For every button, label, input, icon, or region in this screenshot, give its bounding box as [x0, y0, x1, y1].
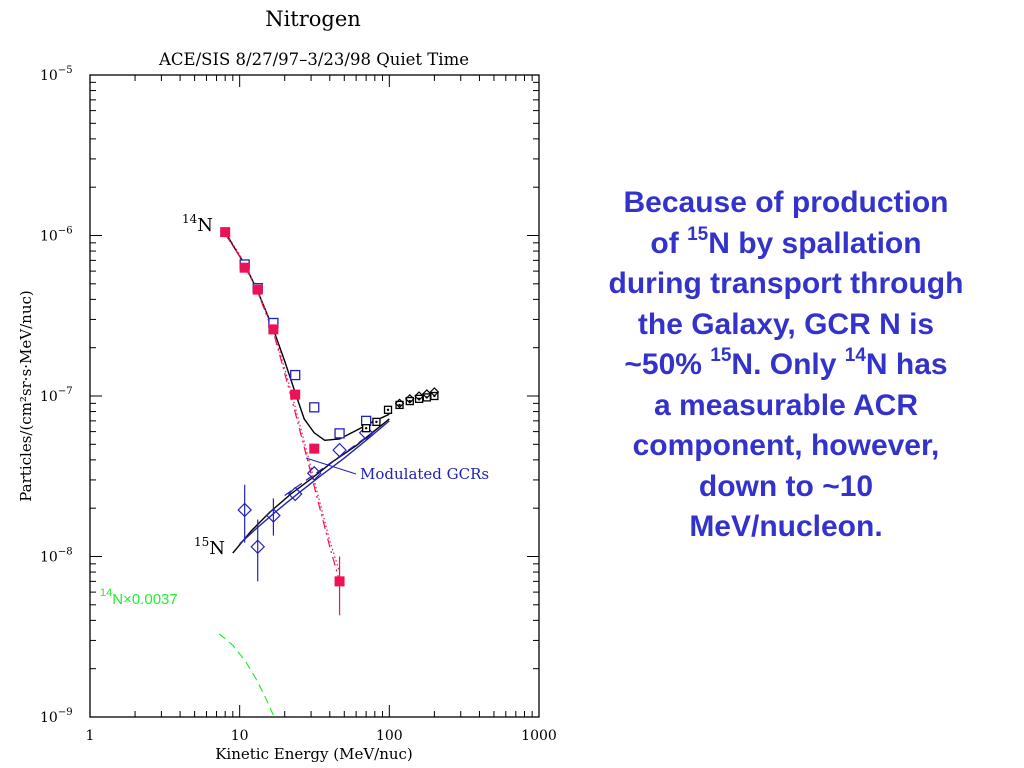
caption-l5-pre: ~50% — [624, 348, 711, 381]
caption-l2-sup: 15 — [687, 223, 709, 245]
n14-label: 14N — [182, 212, 213, 236]
caption-line-6: a measurable ACR — [654, 388, 918, 422]
filled-square-marker — [309, 443, 320, 454]
n14-element: N — [197, 215, 213, 236]
open-diamond-marker — [404, 393, 415, 404]
chart-title: Nitrogen — [265, 7, 361, 31]
open-diamond-marker — [287, 486, 303, 502]
caption-l2-pre: of — [650, 226, 688, 260]
y-axis-label: Particles/(cm²sr·s·MeV/nuc) — [17, 290, 35, 501]
y-tick-label: 10−5 — [40, 65, 73, 84]
model-curve-dashed — [218, 633, 275, 718]
x-tick-label: 10 — [231, 728, 249, 744]
filled-square-marker — [252, 284, 263, 295]
y-tick-base: 10 — [40, 389, 58, 405]
caption-line-2: of 15N by spallation — [572, 224, 1000, 265]
model-curve-solid — [239, 420, 390, 545]
y-tick-label: 10−6 — [40, 226, 73, 245]
y-tick-label: 10−9 — [40, 707, 73, 726]
filled-square-marker — [334, 576, 345, 587]
open-square-marker — [290, 369, 301, 381]
caption-line-9: MeV/nucleon. — [689, 510, 883, 543]
marker-center-dot — [364, 427, 368, 430]
caption-l5-sup1: 15 — [710, 345, 732, 366]
x-tick-label: 1000 — [521, 728, 557, 744]
open-square-marker — [360, 415, 372, 427]
plot-frame — [89, 74, 540, 718]
open-diamond-marker — [394, 398, 405, 409]
caption-l5-sup2: 14 — [844, 345, 866, 366]
data-markers — [220, 227, 440, 616]
open-diamond-marker — [237, 502, 253, 518]
filled-square-marker — [290, 389, 301, 400]
open-diamond-marker — [414, 391, 424, 401]
y-tick-base: 10 — [40, 68, 58, 84]
y-tick-exp: −7 — [58, 386, 73, 397]
y-tick-exp: −9 — [58, 707, 73, 718]
open-square-marker — [309, 402, 320, 413]
x-tick-label: 100 — [376, 728, 403, 744]
green-label-rest: N×0.0037 — [112, 591, 177, 608]
open-diamond-marker — [429, 387, 440, 397]
modulated-gcr-pointer — [305, 457, 357, 475]
y-tick-exp: −6 — [58, 226, 73, 237]
n15-element: N — [209, 538, 225, 559]
modulated-gcr-label: Modulated GCRs — [360, 465, 489, 483]
marker-center-dot — [386, 408, 390, 412]
open-square-marker — [334, 428, 345, 439]
model-curve-solid — [232, 418, 390, 554]
caption-l5-mid: N. Only — [731, 348, 845, 381]
caption-line-5: ~50% 15N. Only 14N has — [572, 345, 1000, 386]
x-tick-label: 1 — [86, 728, 95, 744]
open-diamond-marker — [266, 508, 281, 523]
caption-line-7: component, however, — [632, 429, 940, 462]
model-curve-dotted — [224, 231, 341, 573]
filled-square-marker — [239, 262, 250, 273]
caption-line-8: down to ~10 — [698, 469, 874, 503]
caption-line-1: Because of production — [623, 186, 949, 219]
marker-center-dot — [398, 403, 401, 407]
n15-label: 15N — [194, 535, 225, 559]
model-curve-dashdot — [224, 233, 341, 582]
caption-l2-post: N by spallation — [708, 226, 922, 260]
y-tick-base: 10 — [40, 550, 58, 566]
open-diamond-marker — [306, 465, 322, 481]
caption-text: Because of production of 15N by spallati… — [572, 183, 1000, 548]
caption-line-4: the Galaxy, GCR N is — [637, 307, 935, 341]
open-diamond-marker — [358, 425, 374, 441]
y-tick-label: 10−7 — [40, 386, 73, 405]
y-tick-label: 10−8 — [40, 547, 73, 566]
x-axis-label: Kinetic Energy (MeV/nuc) — [215, 745, 413, 763]
caption-l5-post: N has — [865, 348, 948, 381]
open-diamond-marker — [421, 389, 432, 399]
n14-mass: 14 — [182, 212, 198, 226]
model-curve-dashed — [284, 433, 371, 496]
open-diamond-marker — [250, 539, 266, 555]
y-tick-base: 10 — [40, 229, 58, 245]
open-diamond-marker — [332, 442, 347, 458]
y-tick-base: 10 — [40, 710, 58, 726]
y-tick-exp: −8 — [58, 547, 73, 558]
y-tick-exp: −5 — [58, 65, 73, 76]
caption-line-3: during transport through — [608, 267, 964, 300]
green-label-mass: 14 — [100, 587, 112, 599]
filled-square-marker — [220, 227, 231, 238]
green-curve-label: 14N×0.0037 — [100, 587, 178, 608]
filled-square-marker — [268, 324, 279, 335]
n15-mass: 15 — [194, 535, 209, 549]
marker-center-dot — [375, 420, 378, 424]
chart-subtitle: ACE/SIS 8/27/97–3/23/98 Quiet Time — [158, 50, 469, 69]
